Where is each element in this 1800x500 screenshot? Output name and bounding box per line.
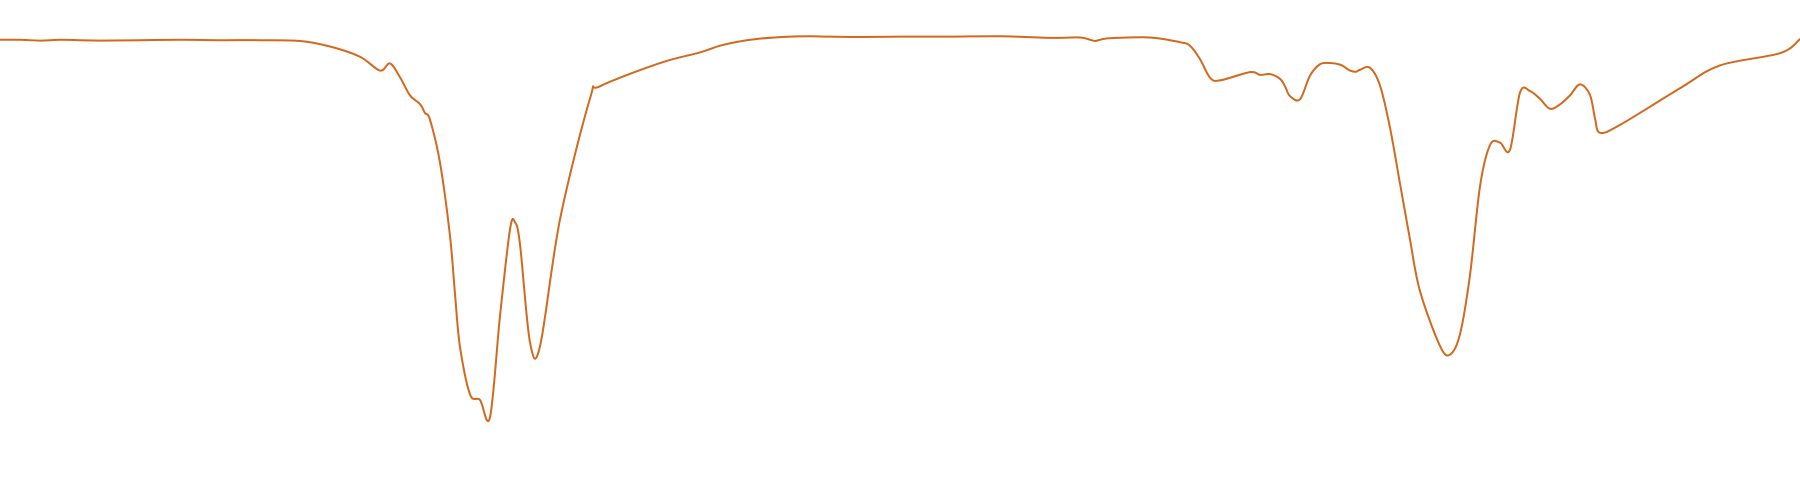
series-line-1 xyxy=(0,35,1800,422)
